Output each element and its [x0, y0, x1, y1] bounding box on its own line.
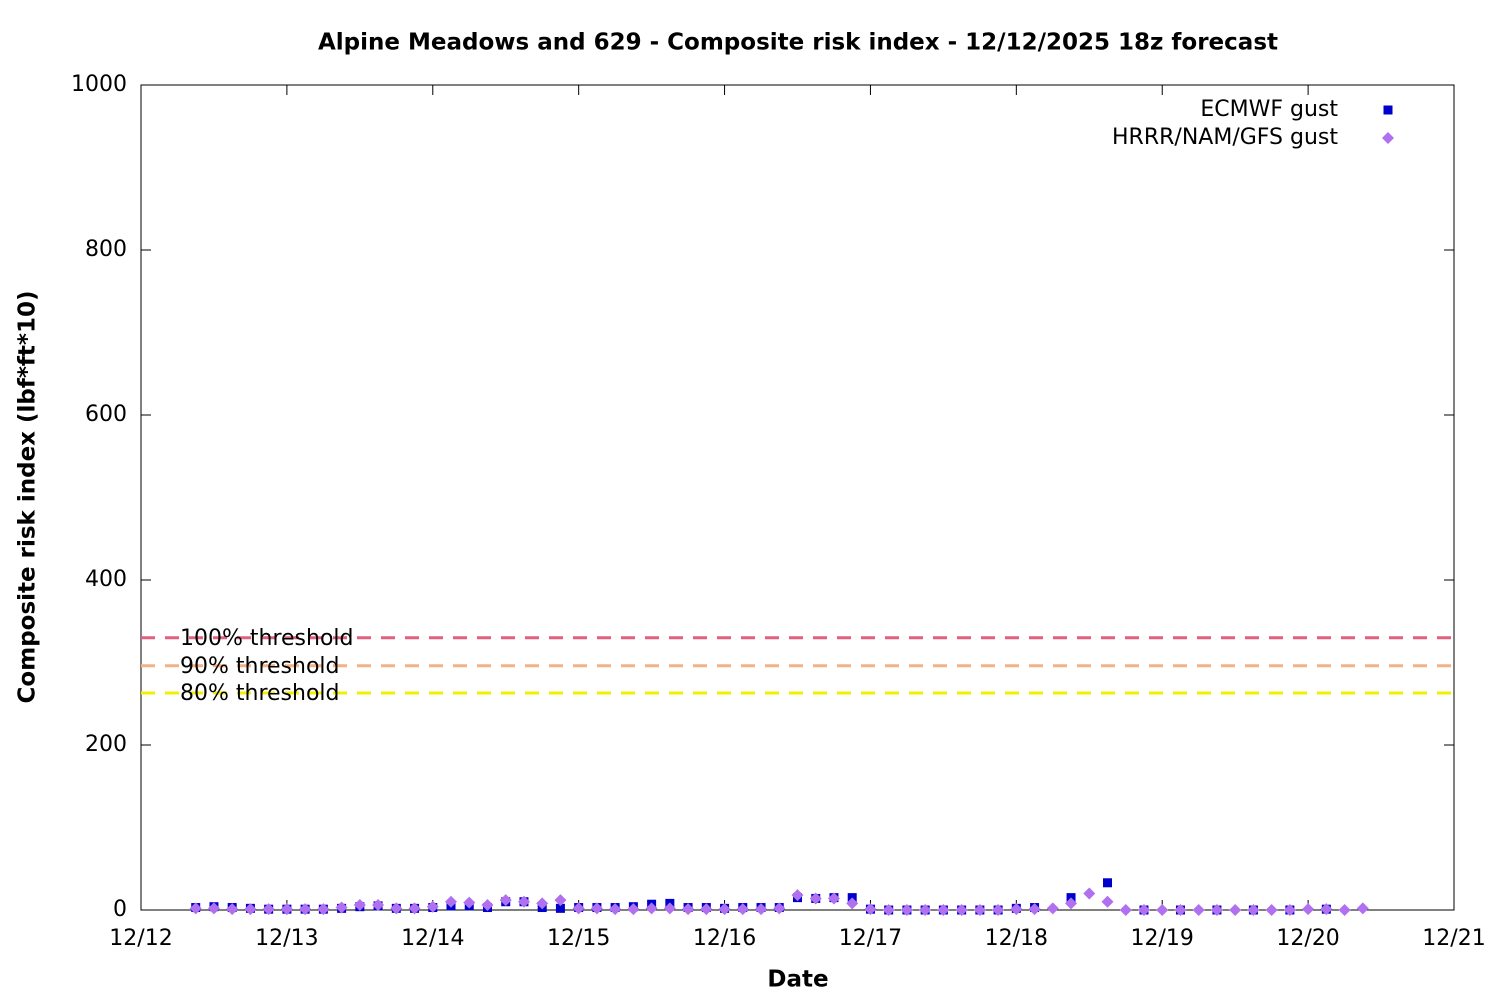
point [992, 904, 1005, 916]
point [1137, 904, 1150, 916]
point [846, 897, 859, 910]
point [1046, 902, 1059, 915]
x-tick-label: 12/20 [1276, 926, 1339, 951]
point [973, 904, 986, 916]
point [554, 894, 567, 907]
point [1101, 895, 1114, 908]
point [189, 902, 202, 915]
x-axis-title: Date [767, 967, 828, 993]
point [1210, 904, 1223, 916]
point [663, 902, 676, 915]
x-tick-label: 12/19 [1131, 926, 1194, 951]
point [299, 903, 312, 916]
point [609, 903, 622, 916]
point [1103, 878, 1113, 888]
threshold-label: 80% threshold [180, 681, 340, 706]
point [1156, 904, 1169, 916]
point [1119, 904, 1132, 916]
point [1083, 887, 1096, 900]
point [1320, 903, 1333, 916]
x-tick-label: 12/13 [255, 926, 318, 951]
point [900, 904, 913, 916]
y-tick-label: 800 [85, 237, 127, 262]
point [499, 894, 512, 907]
point [773, 902, 786, 915]
point [882, 904, 895, 916]
point [207, 902, 220, 915]
point [645, 902, 658, 915]
chart-title: Alpine Meadows and 629 - Composite risk … [318, 30, 1278, 56]
x-tick-label: 12/12 [109, 926, 172, 951]
y-axis-title: Composite risk index (lbf*ft*10) [15, 291, 41, 704]
point [755, 903, 768, 916]
point [280, 903, 293, 916]
point [1283, 904, 1296, 916]
point [1010, 903, 1023, 916]
y-tick-label: 0 [113, 897, 127, 922]
point [937, 904, 950, 916]
point [827, 892, 840, 905]
x-tick-label: 12/14 [401, 926, 464, 951]
threshold-label: 90% threshold [180, 654, 340, 679]
point [864, 903, 877, 916]
point [353, 899, 366, 912]
y-tick-label: 400 [85, 567, 127, 592]
legend-label: ECMWF gust [1200, 97, 1338, 122]
x-tick-label: 12/17 [839, 926, 902, 951]
y-tick-label: 200 [85, 732, 127, 757]
x-tick-label: 12/21 [1422, 926, 1485, 951]
point [809, 892, 822, 905]
point [1338, 904, 1351, 916]
point [1028, 903, 1041, 916]
point [955, 904, 968, 916]
point [481, 899, 494, 912]
point [408, 902, 421, 915]
point [1174, 904, 1187, 916]
point [919, 904, 932, 916]
point [262, 903, 275, 916]
x-tick-label: 12/16 [693, 926, 756, 951]
plot-frame [140, 84, 1455, 911]
point [463, 896, 476, 909]
point [390, 902, 403, 915]
point [1065, 897, 1078, 910]
x-tick-label: 12/15 [547, 926, 610, 951]
point [445, 895, 458, 908]
point [426, 900, 439, 913]
point [1265, 904, 1278, 916]
legend-marker [1382, 132, 1394, 144]
x-tick-label: 12/18 [985, 926, 1048, 951]
point [572, 902, 585, 915]
y-tick-label: 1000 [71, 72, 127, 97]
point [1192, 904, 1205, 916]
point [736, 903, 749, 916]
point [555, 903, 565, 913]
y-tick-label: 600 [85, 402, 127, 427]
point [590, 902, 603, 915]
point [682, 903, 695, 916]
point [1302, 903, 1315, 916]
point [1247, 904, 1260, 916]
point [627, 903, 640, 916]
point [517, 895, 530, 908]
threshold-label: 100% threshold [180, 626, 354, 651]
point [700, 903, 713, 916]
legend-marker [1383, 105, 1393, 115]
point [372, 899, 385, 912]
point [1229, 904, 1242, 916]
point [317, 903, 330, 916]
point [244, 903, 257, 916]
point [335, 901, 348, 914]
point [536, 897, 549, 910]
point [226, 903, 239, 916]
point [791, 889, 804, 902]
point [718, 903, 731, 916]
point [1356, 902, 1369, 915]
legend-label: HRRR/NAM/GFS gust [1112, 125, 1338, 150]
